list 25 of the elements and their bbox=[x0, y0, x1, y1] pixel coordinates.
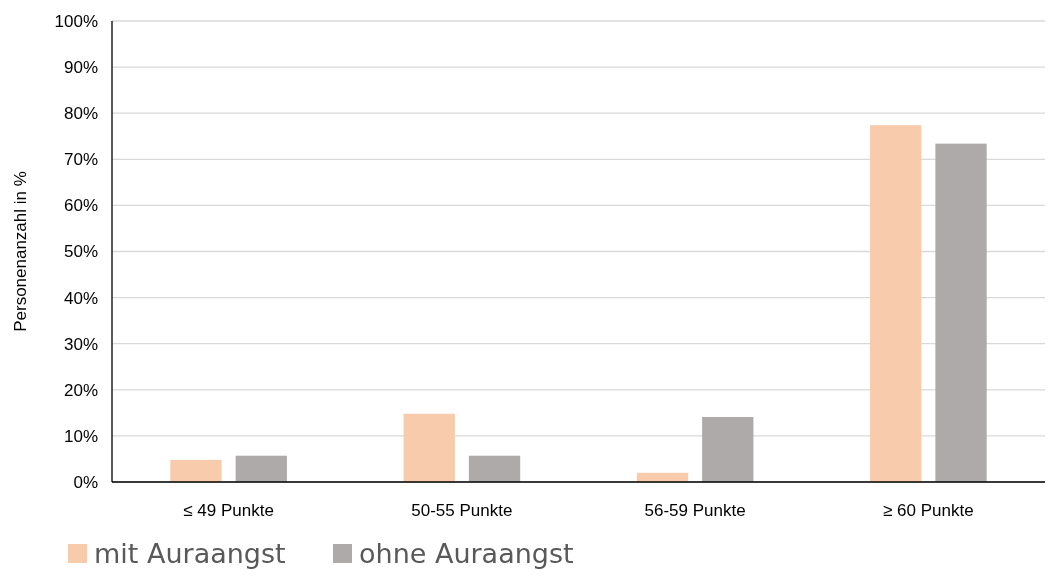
x-tick-label: 56-59 Punkte bbox=[644, 501, 746, 520]
y-tick-label: 60% bbox=[63, 196, 98, 216]
y-tick-label: 0% bbox=[73, 472, 98, 492]
x-tick-label: ≥ 60 Punkte bbox=[883, 501, 974, 520]
y-axis-title: Personenanzahl in % bbox=[11, 171, 30, 332]
bar bbox=[935, 143, 987, 482]
bar bbox=[702, 417, 754, 482]
y-tick-label: 50% bbox=[63, 242, 98, 262]
x-tick-label: 50-55 Punkte bbox=[411, 501, 513, 520]
bar bbox=[403, 413, 455, 482]
legend-label: mit Auraangst bbox=[94, 538, 286, 569]
y-tick-label: 80% bbox=[63, 104, 98, 124]
y-tick-label: 10% bbox=[63, 426, 98, 446]
x-tick-label: ≤ 49 Punkte bbox=[183, 501, 274, 520]
y-tick-label: 100% bbox=[54, 11, 98, 31]
y-tick-label: 40% bbox=[63, 288, 98, 308]
legend-label: ohne Auraangst bbox=[359, 538, 574, 569]
y-tick-label: 30% bbox=[63, 334, 98, 354]
bar bbox=[870, 125, 922, 482]
bar bbox=[170, 459, 222, 482]
y-tick-label: 70% bbox=[63, 150, 98, 170]
y-tick-label: 90% bbox=[63, 58, 98, 78]
bar bbox=[235, 455, 287, 482]
bar bbox=[468, 455, 521, 482]
y-tick-label: 20% bbox=[63, 380, 98, 400]
